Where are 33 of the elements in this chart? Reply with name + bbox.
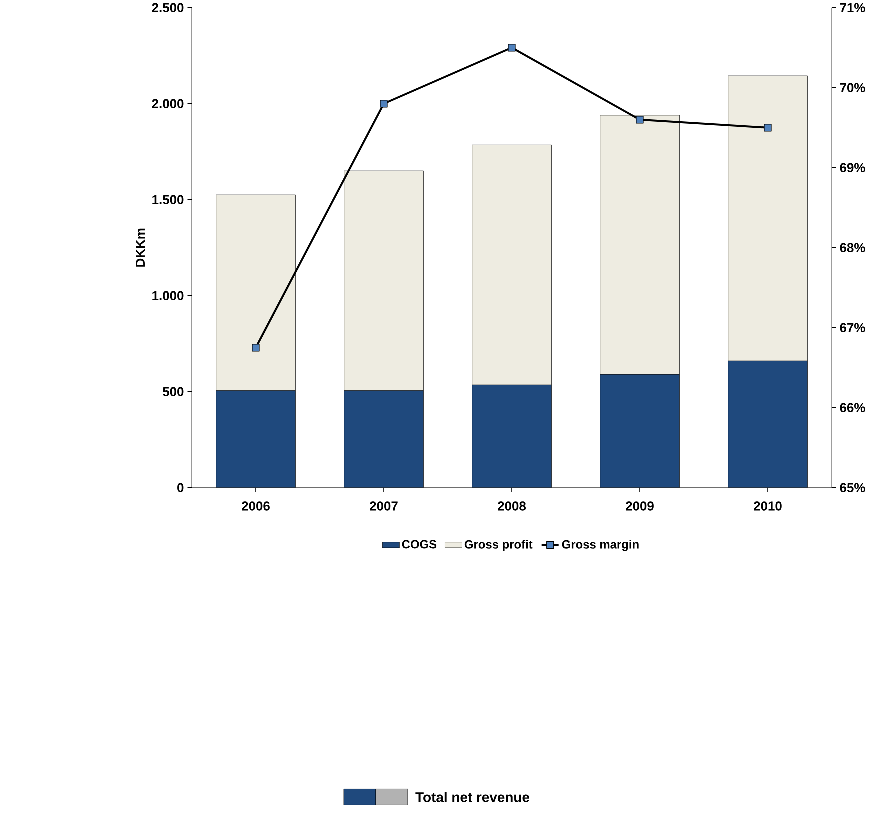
bar	[600, 374, 680, 488]
y2-tick-label: 69%	[840, 163, 866, 172]
point	[764, 124, 772, 132]
bar	[216, 390, 296, 488]
y2-tick-label: 65%	[840, 483, 866, 492]
y2-tick-label: 67%	[840, 323, 866, 332]
point	[252, 344, 260, 352]
x-tick-label: 2008	[498, 502, 526, 511]
y2-tick-label: 70%	[840, 83, 866, 92]
text: Total net revenue	[416, 792, 530, 802]
point	[380, 100, 388, 108]
point	[636, 116, 644, 124]
y2-tick-label: 68%	[840, 243, 866, 252]
y-tick-label: 0	[178, 483, 184, 492]
point	[508, 44, 516, 52]
y2-tick-label: 66%	[840, 403, 866, 412]
y-tick-label: 500	[163, 387, 184, 396]
y-tick-label: 1.500	[152, 195, 184, 204]
legend-label: Gross profit	[464, 540, 533, 552]
y-tick-label: 2.000	[152, 99, 184, 108]
bar	[344, 390, 424, 488]
bar	[728, 360, 808, 488]
x-tick-label: 2007	[370, 502, 398, 511]
x-tick-label: 2010	[754, 502, 782, 511]
legend-label: Gross margin	[562, 540, 639, 552]
bar	[472, 385, 552, 488]
y-axis-title: DKKm	[136, 228, 145, 267]
y-tick-label: 2.500	[152, 3, 184, 12]
x-tick-label: 2006	[242, 502, 270, 511]
x-tick-label: 2009	[626, 502, 654, 511]
legend-label: COGS	[402, 540, 437, 549]
y2-tick-label: 71%	[840, 3, 866, 12]
y-tick-label: 1.000	[152, 291, 184, 300]
